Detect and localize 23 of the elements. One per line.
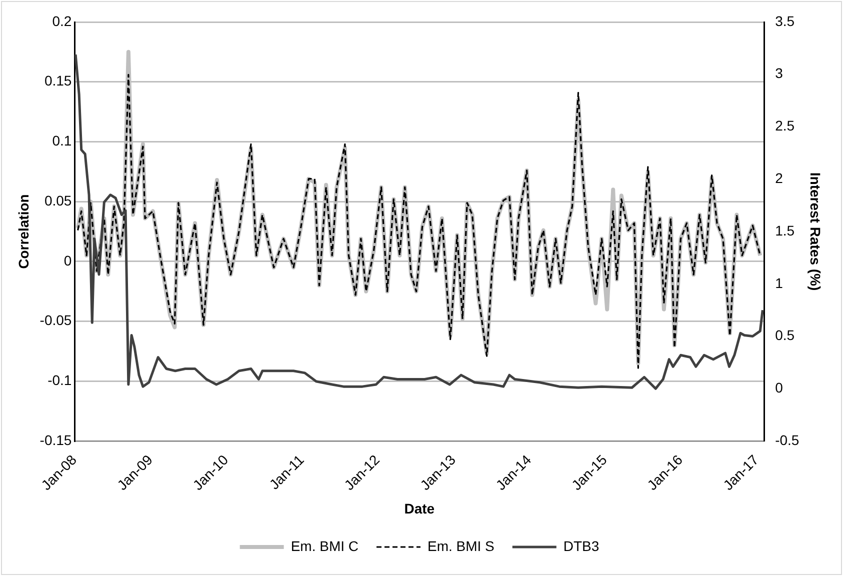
- y2-tick-label: 0: [775, 380, 784, 396]
- y-tick-label: -0.05: [40, 312, 72, 328]
- y-tick-label: -0.15: [40, 432, 72, 448]
- y-tick-label: 0.15: [44, 72, 72, 89]
- y-axis-title: Correlation: [15, 194, 32, 269]
- y2-axis-title: Interest Rates (%): [808, 172, 824, 291]
- y2-tick-label: 0.5: [775, 327, 795, 344]
- legend-label: DTB3: [563, 538, 600, 554]
- y2-tick-label: 3.5: [775, 12, 795, 29]
- y-tick-label: 0.05: [44, 192, 72, 208]
- y2-tick-label: 2: [775, 170, 784, 186]
- y-tick-label: 0.1: [52, 132, 72, 149]
- legend-label: Em. BMI C: [290, 538, 358, 554]
- y2-tick-label: 1.5: [775, 222, 795, 238]
- legend-label: Em. BMI S: [427, 538, 494, 554]
- y2-tick-label: -0.5: [775, 432, 800, 448]
- y-tick-label: 0: [64, 252, 72, 268]
- y2-tick-label: 3: [775, 65, 784, 82]
- y2-tick-label: 1: [775, 274, 784, 291]
- y-tick-label: 0.2: [52, 12, 72, 29]
- y2-tick-label: 2.5: [775, 118, 795, 134]
- y-tick-label: -0.1: [48, 372, 72, 388]
- x-axis-title: Date: [404, 500, 435, 516]
